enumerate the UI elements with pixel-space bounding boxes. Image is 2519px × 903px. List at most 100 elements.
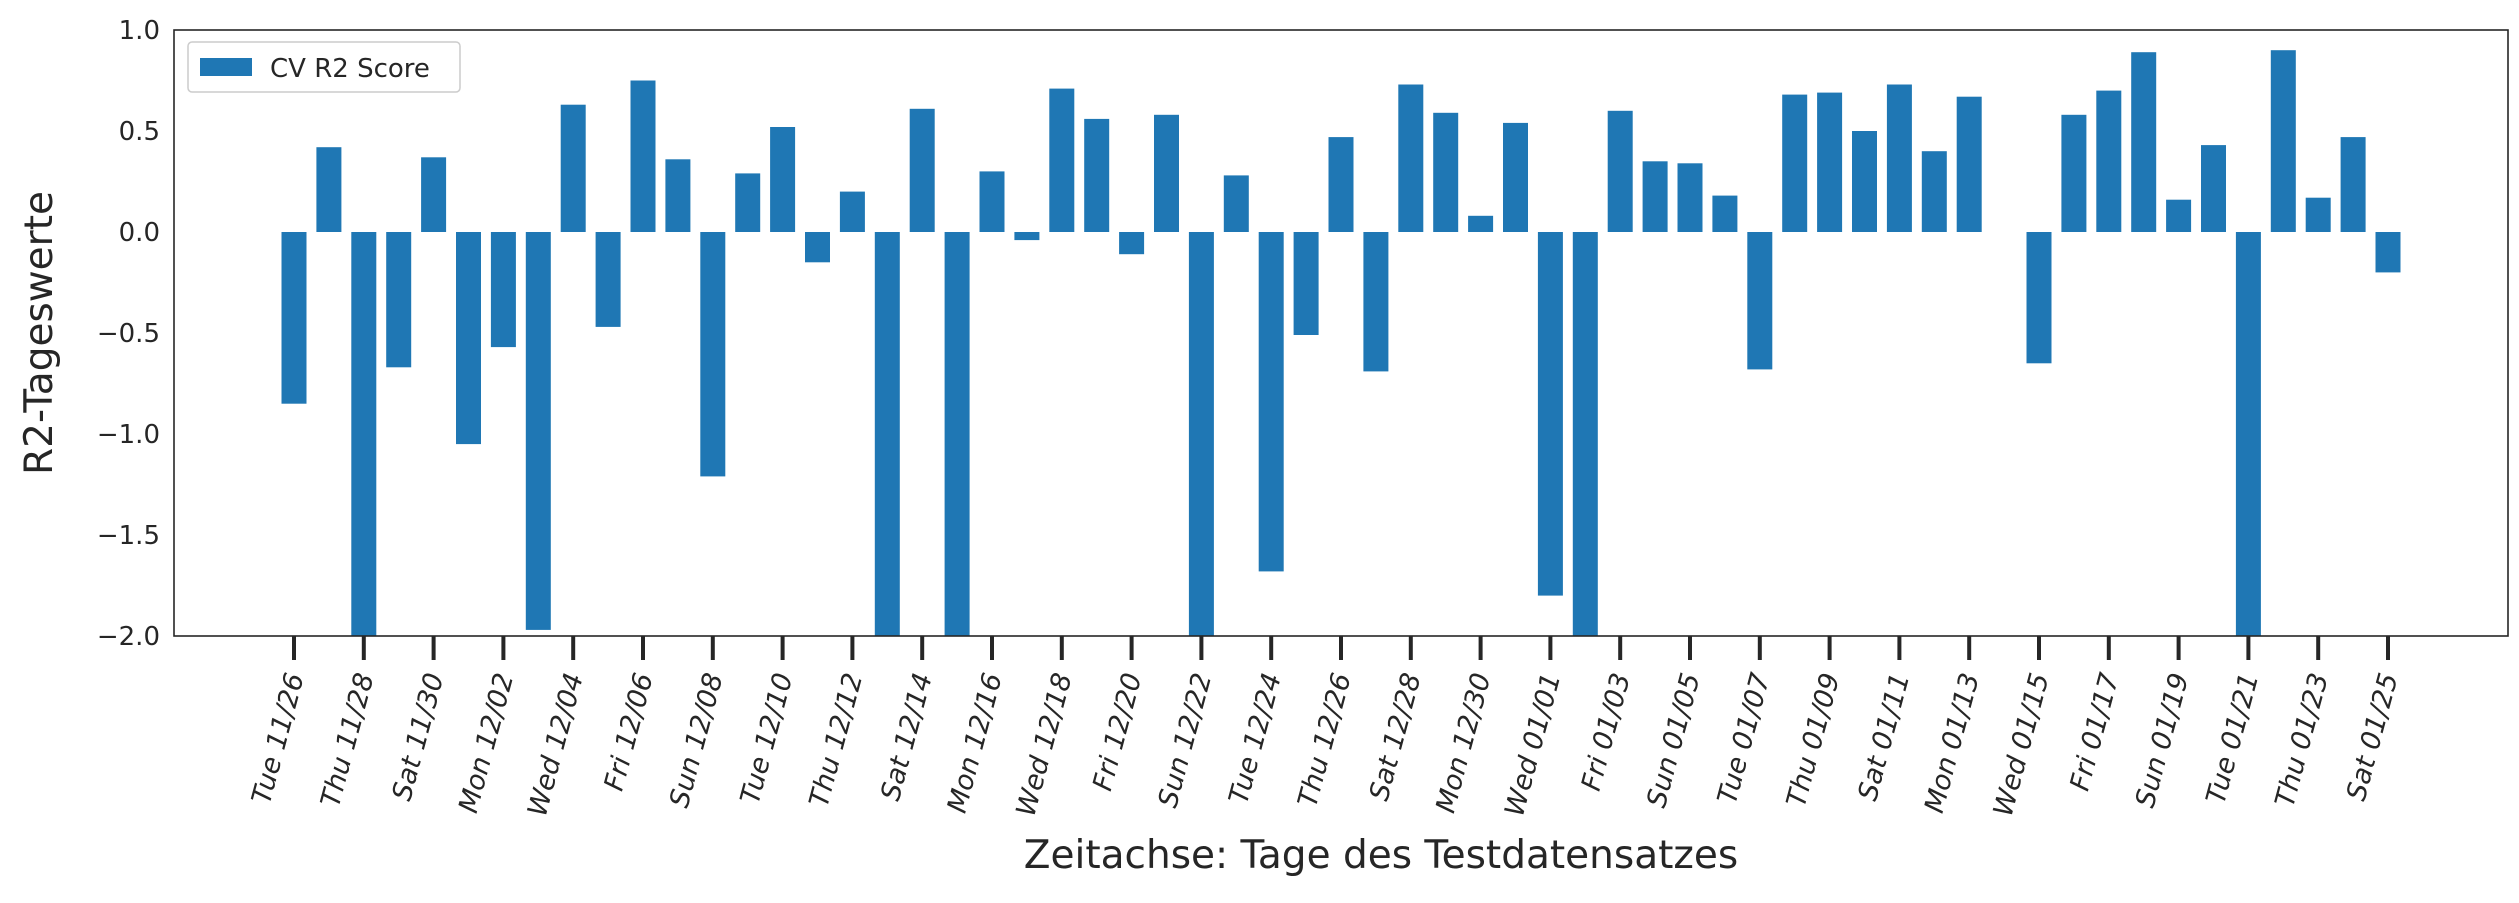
bar [2061,114,2087,232]
x-tick-label: Fri 01/03 [1576,670,1637,794]
x-ticks-layer: Tue 11/26 Thu 11/28 Sat 11/30 Mon 12/02 Wed … [246,636,2405,820]
x-tick-label: Thu 12/12 [804,670,869,810]
bar [2375,232,2401,273]
x-tick-label: Tue 01/07 [1712,670,1777,807]
bar [944,232,970,636]
y-tick-label: 0.5 [119,117,160,147]
x-tick-label: Tue 12/24 [1223,670,1288,807]
bar [281,232,307,404]
bar [490,232,516,348]
bar [805,232,830,263]
bar [770,127,796,232]
x-tick-label: Sat 01/25 [2341,670,2405,804]
bar [1433,112,1459,232]
bar [1677,163,1703,232]
bar [979,171,1005,232]
bar [1782,94,1808,232]
bar [2026,232,2052,364]
bar [2305,197,2331,232]
bar [2131,52,2157,233]
bar [316,147,342,232]
bar [1747,232,1773,370]
bar [595,232,621,327]
x-tick-label: Wed 12/04 [522,670,590,820]
x-tick-label: Wed 12/18 [1011,670,1079,820]
bar [1154,114,1179,232]
bar [421,157,447,232]
x-tick-label: Tue 12/10 [735,670,800,807]
bar [1817,92,1843,232]
x-tick-label: Tue 01/21 [2201,670,2266,807]
bar [1503,122,1528,232]
y-tick-label: −1.0 [97,420,160,450]
x-tick-label: Mon 12/16 [942,670,1009,816]
y-tick-label: −0.5 [97,319,160,349]
x-axis-label: Zeitachse: Tage des Testdatensatzes [1024,833,1738,878]
x-tick-label: Mon 12/02 [453,670,520,816]
bar [735,173,761,232]
x-tick-label: Mon 12/30 [1430,670,1497,816]
legend-label: CV R2 Score [270,54,430,84]
bar [1014,232,1040,241]
bar [2201,145,2226,232]
x-tick-label: Sat 11/30 [387,670,451,804]
bar [1293,232,1319,335]
bar [456,232,481,445]
legend-swatch [200,58,252,76]
x-tick-label: Wed 01/15 [1988,670,2056,820]
bar [909,108,935,232]
x-tick-label: Sat 12/28 [1364,670,1428,804]
bar [1886,84,1912,232]
legend-box [187,41,461,93]
bar [1642,161,1668,232]
bar [1188,232,1214,636]
legend: CV R2 Score [187,41,461,93]
x-tick-label: Fri 12/06 [599,670,660,794]
bar [560,104,586,232]
bar [1049,88,1075,232]
y-tick-label: 1.0 [119,16,160,46]
bar [1084,118,1110,232]
bar [2235,232,2261,636]
bar [665,159,691,232]
bar [874,232,900,636]
bar [1712,195,1738,232]
x-tick-label: Thu 11/28 [315,670,380,810]
bar [386,232,412,368]
x-tick-label: Tue 11/26 [246,670,311,807]
x-tick-label: Sun 12/22 [1153,670,1219,811]
y-tick-label: 0.0 [119,218,160,248]
x-tick-label: Sun 01/05 [1641,670,1707,811]
bar [2340,137,2366,232]
x-tick-label: Mon 01/13 [1919,670,1986,816]
bar [1607,110,1633,232]
x-tick-label: Thu 01/23 [2270,670,2335,810]
bar [1363,232,1389,372]
x-tick-label: Wed 01/01 [1499,670,1567,820]
bar [1398,84,1424,232]
y-tick-label: −2.0 [97,622,160,652]
bar [1852,131,1877,232]
bar [1119,232,1145,255]
bar [525,232,551,630]
y-axis-label: R2-Tageswerte [17,191,62,475]
x-tick-label: Fri 12/20 [1087,670,1148,794]
bar [1921,151,1947,232]
bars-layer [281,50,2401,636]
plot-frame [173,29,2509,637]
bar [2270,50,2296,233]
y-tick-label: −1.5 [97,521,160,551]
bar [1537,232,1563,596]
bar [351,232,377,636]
bar [1328,137,1354,232]
bar [1468,215,1494,232]
x-tick-label: Thu 01/09 [1781,670,1846,810]
bar [1223,175,1249,232]
y-ticks-layer: 1.0 0.5 0.0 −0.5 −1.0 −1.5 −2.0 [97,16,160,652]
bar [839,191,865,232]
x-tick-label: Sun 01/19 [2130,670,2196,811]
bar [2096,90,2122,232]
bar [1258,232,1284,572]
